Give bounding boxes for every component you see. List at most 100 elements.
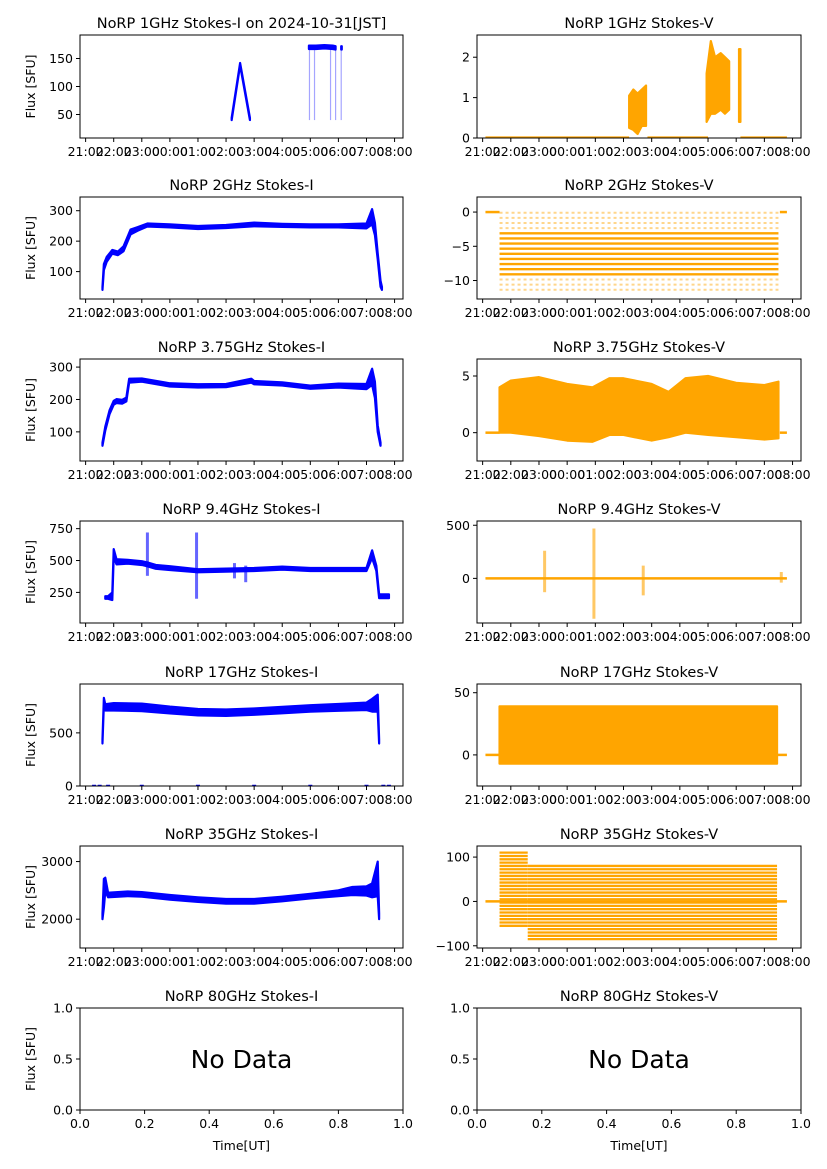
x-tick-label: 03:00 xyxy=(634,144,670,159)
x-tick-label: 23:00 xyxy=(521,144,557,159)
y-tick-label: 1.0 xyxy=(53,1001,73,1016)
y-axis-label: Flux [SFU] xyxy=(23,55,38,119)
x-tick-label: 21:00 xyxy=(68,144,104,159)
y-tick-label: −5 xyxy=(452,239,470,254)
y-tick-label: −10 xyxy=(444,273,470,288)
x-tick-label: 01:00 xyxy=(180,305,216,320)
x-tick-label: 08:00 xyxy=(775,144,811,159)
x-tick-label: 06:00 xyxy=(718,144,754,159)
x-tick-label: 08:00 xyxy=(775,792,811,807)
x-tick-label: 22:00 xyxy=(96,792,132,807)
y-axis-label: Flux [SFU] xyxy=(23,540,38,604)
x-tick-label: 00:00 xyxy=(549,792,585,807)
x-tick-label: 04:00 xyxy=(264,305,300,320)
x-tick-label: 04:00 xyxy=(264,792,300,807)
data-series-2 xyxy=(340,45,343,51)
subplot-80ghz-i: NoRP 80GHz Stokes-I No Data 0.0 0.5 1.0 0.0 0.… xyxy=(23,989,413,1153)
x-tick-label: 06:00 xyxy=(320,305,356,320)
y-tick-label: 100 xyxy=(49,424,73,439)
plot-area xyxy=(92,693,391,786)
subplot-35ghz-v: NoRP 35GHz Stokes-V −100 0 100 21:0022:0023:… xyxy=(436,827,811,969)
y-tick-label: 500 xyxy=(446,518,470,533)
y-tick-label: 300 xyxy=(49,360,73,375)
x-tick-label: 04:00 xyxy=(662,305,698,320)
x-tick-label: 0.6 xyxy=(661,1116,681,1131)
subplot-title: NoRP 9.4GHz Stokes-V xyxy=(558,502,721,518)
x-tick-label: 0.6 xyxy=(264,1116,284,1131)
y-tick-label: 50 xyxy=(57,107,73,122)
x-tick-label: 01:00 xyxy=(180,467,216,482)
x-tick-label: 07:00 xyxy=(746,467,782,482)
axes-frame xyxy=(476,845,802,949)
x-tick-label: 21:00 xyxy=(68,467,104,482)
x-tick-label: 01:00 xyxy=(180,629,216,644)
x-tick-label: 07:00 xyxy=(348,467,384,482)
y-tick-label: 200 xyxy=(49,392,73,407)
x-axis-label: Time[UT] xyxy=(212,1138,270,1153)
x-tick-label: 22:00 xyxy=(96,467,132,482)
x-tick-label: 21:00 xyxy=(68,305,104,320)
x-tick-label: 08:00 xyxy=(775,629,811,644)
plot-area xyxy=(230,43,343,122)
x-tick-label: 06:00 xyxy=(320,629,356,644)
axes-frame xyxy=(79,683,404,787)
x-tick-label: 23:00 xyxy=(124,629,160,644)
x-tick-label: 23:00 xyxy=(521,467,557,482)
x-tick-label: 0.2 xyxy=(532,1116,552,1131)
y-tick-label: 3000 xyxy=(41,854,73,869)
x-tick-label: 05:00 xyxy=(292,792,328,807)
subplot-17ghz-i: NoRP 17GHz Stokes-I 0 500 21:0022:0023:0000… xyxy=(23,665,413,807)
x-tick-label: 03:00 xyxy=(236,305,272,320)
x-tick-label: 02:00 xyxy=(605,467,641,482)
subplot-title: NoRP 2GHz Stokes-I xyxy=(169,178,313,194)
y-tick-label: 100 xyxy=(446,850,470,865)
x-tick-label: 02:00 xyxy=(605,954,641,969)
axes-frame xyxy=(476,520,802,624)
plot-area xyxy=(485,705,787,765)
y-tick-label: 100 xyxy=(49,79,73,94)
x-tick-label: 01:00 xyxy=(577,305,613,320)
plot-area xyxy=(104,532,391,602)
x-tick-label: 01:00 xyxy=(180,144,216,159)
subplot-title: NoRP 35GHz Stokes-I xyxy=(165,827,319,843)
y-tick-label: 150 xyxy=(49,51,73,66)
plot-area xyxy=(101,367,382,447)
data-series-4 xyxy=(705,39,731,123)
axes-frame xyxy=(79,34,404,139)
data-series-0 xyxy=(104,547,149,602)
subplot-title: NoRP 2GHz Stokes-V xyxy=(564,178,713,194)
y-tick-label: 500 xyxy=(49,553,73,568)
x-tick-label: 02:00 xyxy=(208,305,244,320)
x-tick-label: 03:00 xyxy=(236,467,272,482)
x-tick-label: 03:00 xyxy=(236,792,272,807)
y-axis-label: Flux [SFU] xyxy=(23,216,38,280)
x-tick-label: 00:00 xyxy=(549,144,585,159)
x-tick-label: 01:00 xyxy=(577,629,613,644)
x-tick-label: 05:00 xyxy=(690,144,726,159)
data-series-0 xyxy=(101,860,381,921)
x-tick-label: 07:00 xyxy=(746,792,782,807)
x-tick-label: 03:00 xyxy=(236,144,272,159)
x-tick-label: 04:00 xyxy=(662,467,698,482)
x-tick-label: 03:00 xyxy=(634,305,670,320)
x-tick-label: 23:00 xyxy=(124,792,160,807)
subplot-title: NoRP 3.75GHz Stokes-I xyxy=(158,340,325,356)
y-tick-label: −100 xyxy=(436,938,470,953)
subplot-title: NoRP 9.4GHz Stokes-I xyxy=(162,502,320,518)
x-tick-label: 03:00 xyxy=(236,629,272,644)
x-tick-label: 05:00 xyxy=(690,629,726,644)
x-tick-label: 08:00 xyxy=(377,792,413,807)
x-tick-label: 02:00 xyxy=(605,305,641,320)
x-tick-label: 0.8 xyxy=(328,1116,348,1131)
subplot-2ghz-v: NoRP 2GHz Stokes-V−10−5021:0022:0023:000… xyxy=(444,178,811,320)
no-data-annotation: No Data xyxy=(588,1045,690,1074)
x-tick-label: 01:00 xyxy=(577,467,613,482)
x-tick-label: 23:00 xyxy=(124,467,160,482)
x-tick-label: 00:00 xyxy=(152,792,188,807)
y-tick-label: 0 xyxy=(462,894,470,909)
y-tick-label: 1.0 xyxy=(450,1001,470,1016)
y-tick-label: 1 xyxy=(462,90,470,105)
subplot-title: NoRP 80GHz Stokes-V xyxy=(560,989,718,1005)
x-tick-label: 07:00 xyxy=(746,954,782,969)
